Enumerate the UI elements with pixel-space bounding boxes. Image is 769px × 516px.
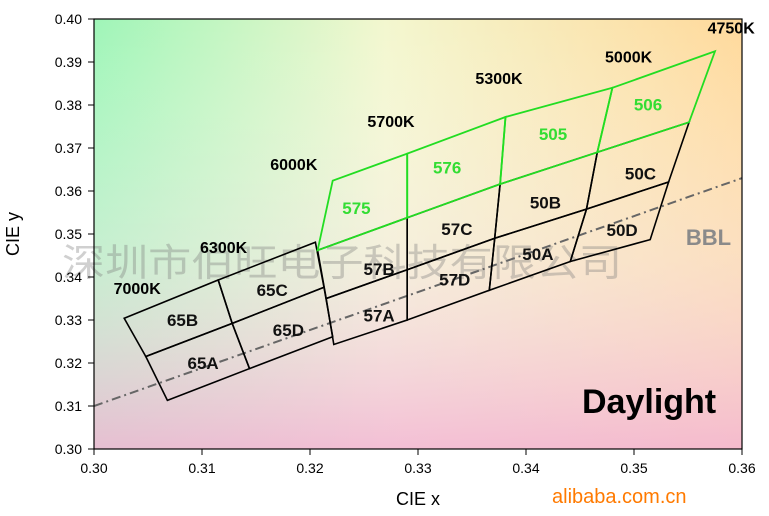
cct-label-5700k: 5700K bbox=[367, 114, 415, 131]
bin-50d-outline bbox=[569, 180, 670, 263]
y-tick-label: 0.30 bbox=[55, 441, 82, 457]
y-tick-label: 0.32 bbox=[55, 355, 82, 371]
y-tick-label: 0.39 bbox=[55, 54, 82, 70]
cct-label-6300k: 6300K bbox=[200, 240, 248, 257]
bin-50d-label: 50D bbox=[607, 221, 638, 240]
bin-506-outline bbox=[596, 49, 717, 154]
x-tick-label: 0.33 bbox=[404, 460, 431, 476]
label-layer: 65B 65A 65C 65D 57B 57A 57C 57D 50B 50A 50C 50D 575 5… bbox=[114, 20, 756, 373]
bin-576-label: 576 bbox=[433, 158, 461, 177]
y-tick-label: 0.37 bbox=[55, 140, 82, 156]
bin-65a-label: 65A bbox=[187, 354, 218, 373]
daylight-label: Daylight bbox=[582, 383, 716, 421]
plot-layer bbox=[94, 49, 742, 407]
y-axis-title: CIE y bbox=[3, 212, 23, 256]
bin-575-label: 575 bbox=[342, 199, 370, 218]
bin-65b-label: 65B bbox=[167, 311, 198, 330]
bin-50b-label: 50B bbox=[530, 194, 561, 213]
x-tick-label: 0.35 bbox=[620, 460, 647, 476]
y-tick-label: 0.31 bbox=[55, 398, 82, 414]
cct-label-5000k: 5000K bbox=[605, 50, 653, 67]
bin-506-label: 506 bbox=[634, 96, 662, 115]
cct-label-6000k: 6000K bbox=[270, 157, 318, 174]
x-tick-label: 0.32 bbox=[296, 460, 323, 476]
x-axis-title: CIE x bbox=[396, 489, 440, 509]
bin-50c-label: 50C bbox=[625, 164, 656, 183]
bbl-label: BBL bbox=[686, 225, 731, 250]
watermark-text: 深圳市伯旺电子科技有限公司 bbox=[62, 241, 622, 285]
cct-label-7000k: 7000K bbox=[114, 281, 162, 298]
bin-57a-label: 57A bbox=[364, 306, 395, 325]
bin-50a-label: 50A bbox=[522, 245, 553, 264]
site-watermark: alibaba.com.cn bbox=[552, 486, 687, 508]
cct-label-5300k: 5300K bbox=[475, 71, 523, 88]
bin-65c-label: 65C bbox=[257, 281, 288, 300]
y-tick-label: 0.34 bbox=[55, 269, 82, 285]
y-tick-label: 0.35 bbox=[55, 226, 82, 242]
x-tick-label: 0.34 bbox=[512, 460, 539, 476]
y-tick-label: 0.33 bbox=[55, 312, 82, 328]
bin-57b-label: 57B bbox=[364, 260, 395, 279]
bin-65d-label: 65D bbox=[273, 321, 304, 340]
x-tick-label: 0.36 bbox=[728, 460, 755, 476]
axes: 0.30 0.31 0.32 0.33 0.34 0.35 0.36 0.30 0.31 0.32… bbox=[55, 11, 756, 476]
x-tick-label: 0.30 bbox=[80, 460, 107, 476]
bin-57c-label: 57C bbox=[441, 220, 472, 239]
bbl-line bbox=[94, 177, 742, 407]
y-tick-label: 0.38 bbox=[55, 97, 82, 113]
x-tick-label: 0.31 bbox=[188, 460, 215, 476]
y-tick-label: 0.36 bbox=[55, 183, 82, 199]
plot-background bbox=[94, 19, 742, 449]
y-tick-label: 0.40 bbox=[55, 11, 82, 27]
bin-57d-label: 57D bbox=[439, 271, 470, 290]
bin-505-label: 505 bbox=[539, 125, 567, 144]
cct-label-4750k: 4750K bbox=[708, 20, 756, 37]
